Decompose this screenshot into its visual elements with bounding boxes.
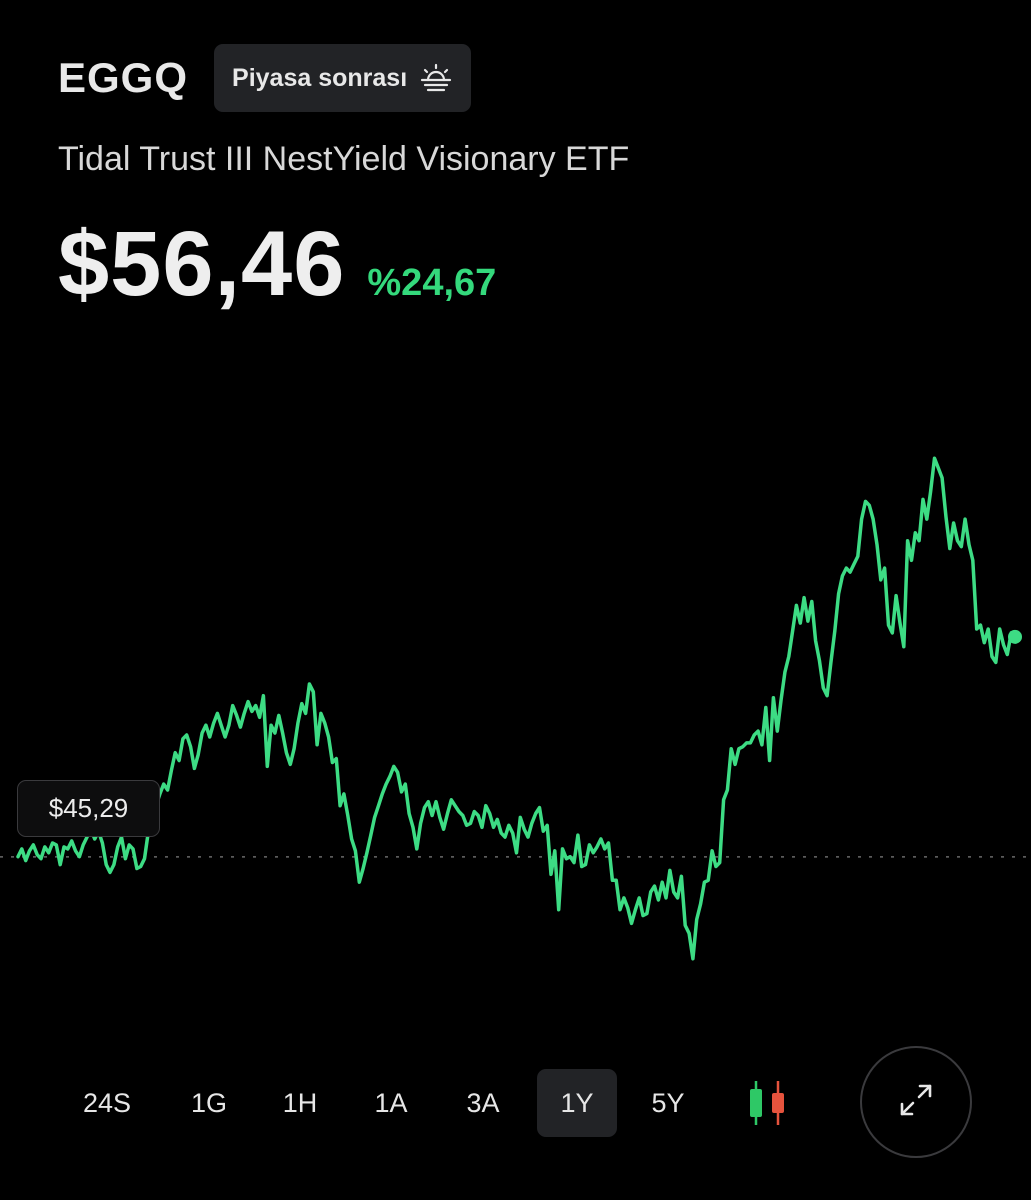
range-button-24s[interactable]: 24S (82, 1087, 132, 1118)
range-selector: 24S 1G 1H 1A 3A 1Y 5Y (0, 1069, 1031, 1137)
range-button-1a[interactable]: 1A (374, 1087, 408, 1118)
expand-icon (896, 1080, 936, 1125)
range-button-1g[interactable]: 1G (190, 1087, 228, 1118)
expand-chart-button[interactable] (860, 1046, 972, 1158)
header: EGGQ Piyasa sonrası (58, 44, 472, 112)
range-button-1y[interactable]: 1Y (537, 1069, 617, 1137)
range-button-1h[interactable]: 1H (282, 1087, 318, 1118)
price-line (16, 456, 1017, 961)
session-label: Piyasa sonrası (232, 63, 408, 92)
price-chart[interactable] (0, 440, 1031, 1000)
range-button-5y[interactable]: 5Y (651, 1087, 685, 1118)
candlestick-icon[interactable] (742, 1079, 792, 1127)
change-percent: %24,67 (367, 262, 497, 304)
quote: $56,46 %24,67 (58, 212, 496, 317)
sunset-icon (419, 63, 453, 93)
current-price: $56,46 (58, 213, 346, 315)
last-price-dot (1008, 629, 1022, 644)
range-button-3a[interactable]: 3A (466, 1087, 500, 1118)
market-session-badge[interactable]: Piyasa sonrası (214, 44, 472, 112)
baseline-price-label: $45,29 (17, 780, 160, 837)
fund-name: Tidal Trust III NestYield Visionary ETF (58, 140, 630, 178)
ticker-symbol: EGGQ (58, 54, 189, 101)
